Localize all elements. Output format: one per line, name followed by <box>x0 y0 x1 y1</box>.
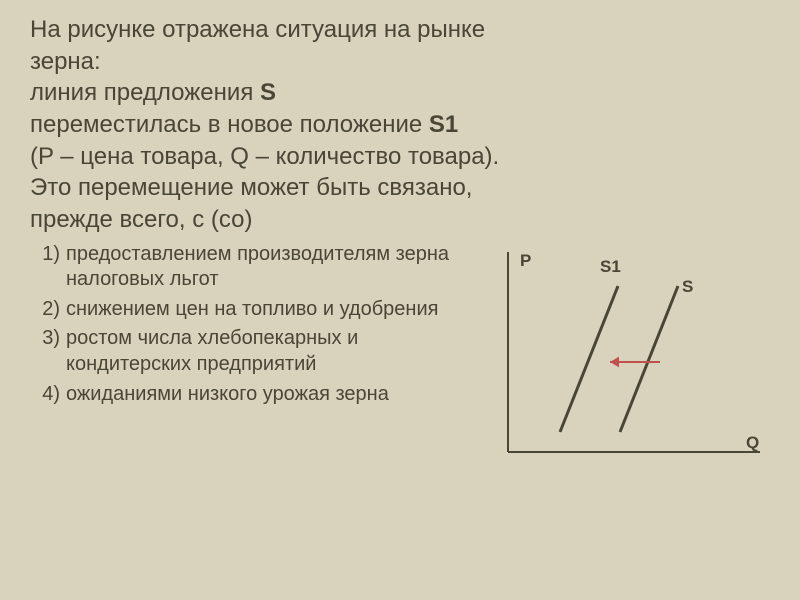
option-text: ростом числа хлебопекарных и кондитерски… <box>66 326 460 377</box>
option-4: 4) ожиданиями низкого урожая зерна <box>30 382 460 408</box>
option-text: предоставлением производителям зерна нал… <box>66 242 460 293</box>
headline-line3-bold: S <box>260 79 276 106</box>
option-text: снижением цен на топливо и удобрения <box>66 297 460 323</box>
question-headline: На рисунке отражена ситуация на рынке зе… <box>30 14 770 236</box>
body-row: 1) предоставлением производителям зерна … <box>30 242 770 482</box>
supply-shift-chart: P Q S1 S <box>470 242 770 482</box>
headline-line5: (P – цена товара, Q – количество товара)… <box>30 143 499 170</box>
option-number: 4) <box>30 382 66 408</box>
line-S1 <box>560 286 618 432</box>
option-3: 3) ростом числа хлебопекарных и кондитер… <box>30 326 460 377</box>
axis-label-P: P <box>520 251 531 270</box>
curve-label-S1: S1 <box>600 257 621 276</box>
shift-arrow-head <box>610 356 619 367</box>
option-number: 1) <box>30 242 66 293</box>
slide: На рисунке отражена ситуация на рынке зе… <box>0 0 800 600</box>
option-1: 1) предоставлением производителям зерна … <box>30 242 460 293</box>
headline-line4-prefix: переместилась в новое положение <box>30 111 429 138</box>
line-S <box>620 286 678 432</box>
option-number: 2) <box>30 297 66 323</box>
headline-line2: зерна: <box>30 48 101 75</box>
headline-line1: На рисунке отражена ситуация на рынке <box>30 16 485 43</box>
curve-label-S: S <box>682 277 693 296</box>
headline-line7: прежде всего, с (со) <box>30 206 253 233</box>
option-2: 2) снижением цен на топливо и удобрения <box>30 297 460 323</box>
option-text: ожиданиями низкого урожая зерна <box>66 382 460 408</box>
chart-svg: P Q S1 S <box>470 242 770 472</box>
headline-line4-bold: S1 <box>429 111 458 138</box>
option-number: 3) <box>30 326 66 377</box>
answer-options: 1) предоставлением производителям зерна … <box>30 242 470 412</box>
axis-label-Q: Q <box>746 433 759 452</box>
headline-line3-prefix: линия предложения <box>30 79 260 106</box>
headline-line6: Это перемещение может быть связано, <box>30 174 472 201</box>
